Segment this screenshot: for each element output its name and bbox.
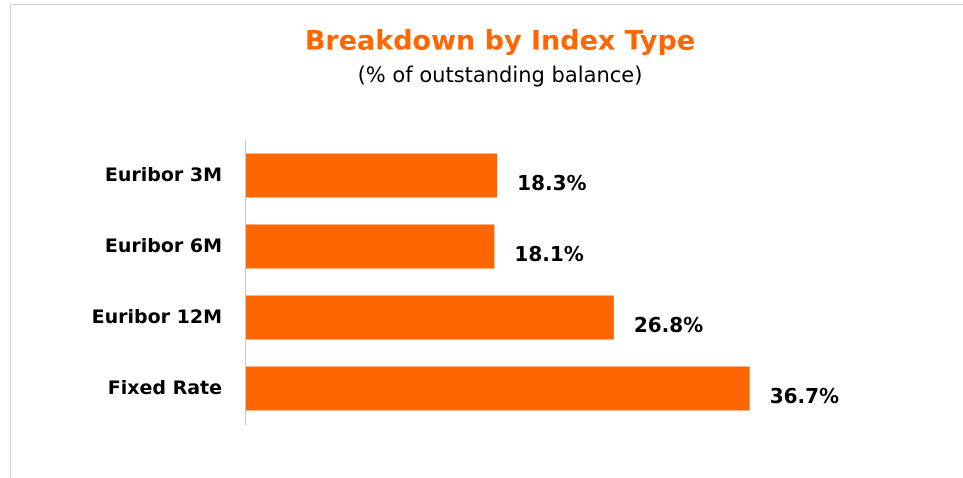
bar bbox=[246, 295, 614, 340]
y-tick-label: Euribor 3M bbox=[105, 164, 222, 186]
chart-title: Breakdown by Index Type bbox=[305, 26, 695, 57]
chart-subtitle: (% of outstanding balance) bbox=[358, 63, 643, 87]
bar bbox=[246, 366, 750, 411]
frame bbox=[10, 4, 963, 478]
y-tick-label: Euribor 12M bbox=[92, 306, 222, 328]
y-tick-label: Fixed Rate bbox=[108, 377, 222, 399]
bar bbox=[246, 153, 498, 198]
bar bbox=[246, 224, 495, 269]
value-label: 18.3% bbox=[517, 171, 586, 195]
y-tick-label: Euribor 6M bbox=[105, 235, 222, 257]
value-label: 36.7% bbox=[770, 384, 839, 408]
value-label: 26.8% bbox=[634, 313, 703, 337]
value-label: 18.1% bbox=[514, 242, 583, 266]
